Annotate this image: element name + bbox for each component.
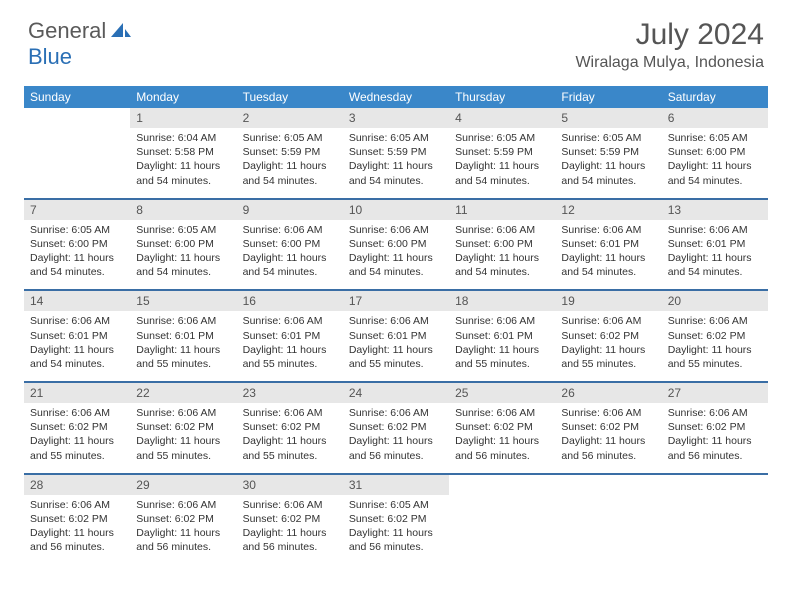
day-info-row: Sunrise: 6:05 AMSunset: 6:00 PMDaylight:… <box>24 220 768 291</box>
day-info-cell: Sunrise: 6:06 AMSunset: 6:01 PMDaylight:… <box>555 220 661 291</box>
day-info-cell: Sunrise: 6:06 AMSunset: 6:01 PMDaylight:… <box>130 311 236 382</box>
day-info-cell: Sunrise: 6:05 AMSunset: 6:00 PMDaylight:… <box>662 128 768 199</box>
day-info-cell: Sunrise: 6:06 AMSunset: 6:02 PMDaylight:… <box>449 403 555 474</box>
brand-logo: General <box>28 18 133 44</box>
day-number-cell: 5 <box>555 108 661 128</box>
day-info-cell: Sunrise: 6:06 AMSunset: 6:02 PMDaylight:… <box>130 403 236 474</box>
day-info-cell: Sunrise: 6:06 AMSunset: 6:01 PMDaylight:… <box>449 311 555 382</box>
day-head-sun: Sunday <box>24 86 130 108</box>
day-info-cell: Sunrise: 6:06 AMSunset: 6:02 PMDaylight:… <box>24 495 130 565</box>
day-number-cell: 25 <box>449 383 555 403</box>
day-head-mon: Monday <box>130 86 236 108</box>
day-head-fri: Friday <box>555 86 661 108</box>
day-info-row: Sunrise: 6:06 AMSunset: 6:01 PMDaylight:… <box>24 311 768 382</box>
day-info-cell: Sunrise: 6:06 AMSunset: 6:02 PMDaylight:… <box>237 403 343 474</box>
day-info-cell: Sunrise: 6:06 AMSunset: 6:02 PMDaylight:… <box>662 311 768 382</box>
day-number-cell: 12 <box>555 200 661 220</box>
day-head-wed: Wednesday <box>343 86 449 108</box>
day-number-cell: 11 <box>449 200 555 220</box>
day-info-cell: Sunrise: 6:05 AMSunset: 5:59 PMDaylight:… <box>343 128 449 199</box>
day-number-cell: 10 <box>343 200 449 220</box>
day-head-sat: Saturday <box>662 86 768 108</box>
day-number-cell: 22 <box>130 383 236 403</box>
day-number-cell: 3 <box>343 108 449 128</box>
day-number-cell: 14 <box>24 291 130 311</box>
calendar-table: Sunday Monday Tuesday Wednesday Thursday… <box>24 86 768 564</box>
day-info-cell: Sunrise: 6:06 AMSunset: 6:01 PMDaylight:… <box>343 311 449 382</box>
day-number-row: 123456 <box>24 108 768 128</box>
day-number-cell: 2 <box>237 108 343 128</box>
day-number-cell: 15 <box>130 291 236 311</box>
day-info-cell: Sunrise: 6:06 AMSunset: 6:00 PMDaylight:… <box>449 220 555 291</box>
logo-sail-icon <box>109 21 133 41</box>
title-block: July 2024 Wiralaga Mulya, Indonesia <box>575 18 764 72</box>
day-info-cell: Sunrise: 6:05 AMSunset: 6:02 PMDaylight:… <box>343 495 449 565</box>
day-info-cell: Sunrise: 6:06 AMSunset: 6:00 PMDaylight:… <box>343 220 449 291</box>
day-number-cell: 17 <box>343 291 449 311</box>
day-number-row: 21222324252627 <box>24 383 768 403</box>
day-number-cell: 27 <box>662 383 768 403</box>
day-number-cell: 26 <box>555 383 661 403</box>
day-info-cell: Sunrise: 6:06 AMSunset: 6:00 PMDaylight:… <box>237 220 343 291</box>
day-number-row: 14151617181920 <box>24 291 768 311</box>
day-number-cell: 8 <box>130 200 236 220</box>
day-number-cell: 13 <box>662 200 768 220</box>
month-title: July 2024 <box>575 18 764 52</box>
brand-part1: General <box>28 18 106 44</box>
day-info-cell: Sunrise: 6:05 AMSunset: 5:59 PMDaylight:… <box>449 128 555 199</box>
day-info-cell: Sunrise: 6:04 AMSunset: 5:58 PMDaylight:… <box>130 128 236 199</box>
day-number-cell: 31 <box>343 475 449 495</box>
day-number-cell: 19 <box>555 291 661 311</box>
day-number-cell: 24 <box>343 383 449 403</box>
day-number-cell: 20 <box>662 291 768 311</box>
day-number-cell: 16 <box>237 291 343 311</box>
day-info-cell: Sunrise: 6:06 AMSunset: 6:01 PMDaylight:… <box>24 311 130 382</box>
day-number-cell: 9 <box>237 200 343 220</box>
day-number-cell <box>662 475 768 495</box>
day-info-cell: Sunrise: 6:06 AMSunset: 6:02 PMDaylight:… <box>130 495 236 565</box>
day-number-cell: 18 <box>449 291 555 311</box>
day-info-row: Sunrise: 6:06 AMSunset: 6:02 PMDaylight:… <box>24 495 768 565</box>
day-number-cell: 7 <box>24 200 130 220</box>
day-number-row: 28293031 <box>24 475 768 495</box>
day-info-cell: Sunrise: 6:06 AMSunset: 6:01 PMDaylight:… <box>662 220 768 291</box>
day-info-cell <box>24 128 130 199</box>
day-number-cell: 6 <box>662 108 768 128</box>
day-info-cell: Sunrise: 6:06 AMSunset: 6:02 PMDaylight:… <box>662 403 768 474</box>
day-number-cell <box>555 475 661 495</box>
day-number-cell: 4 <box>449 108 555 128</box>
day-info-cell: Sunrise: 6:06 AMSunset: 6:02 PMDaylight:… <box>555 403 661 474</box>
brand-part2: Blue <box>28 44 72 70</box>
location-label: Wiralaga Mulya, Indonesia <box>575 54 764 72</box>
day-info-cell <box>555 495 661 565</box>
day-info-cell: Sunrise: 6:06 AMSunset: 6:02 PMDaylight:… <box>343 403 449 474</box>
day-info-cell: Sunrise: 6:06 AMSunset: 6:02 PMDaylight:… <box>237 495 343 565</box>
day-info-cell: Sunrise: 6:06 AMSunset: 6:02 PMDaylight:… <box>555 311 661 382</box>
day-number-cell: 30 <box>237 475 343 495</box>
day-info-cell: Sunrise: 6:05 AMSunset: 5:59 PMDaylight:… <box>237 128 343 199</box>
day-info-cell: Sunrise: 6:06 AMSunset: 6:01 PMDaylight:… <box>237 311 343 382</box>
day-number-cell: 1 <box>130 108 236 128</box>
day-info-row: Sunrise: 6:06 AMSunset: 6:02 PMDaylight:… <box>24 403 768 474</box>
day-info-cell: Sunrise: 6:06 AMSunset: 6:02 PMDaylight:… <box>24 403 130 474</box>
day-number-cell <box>449 475 555 495</box>
day-number-cell: 29 <box>130 475 236 495</box>
day-number-cell <box>24 108 130 128</box>
day-info-cell <box>662 495 768 565</box>
day-info-cell: Sunrise: 6:05 AMSunset: 6:00 PMDaylight:… <box>130 220 236 291</box>
day-number-row: 78910111213 <box>24 200 768 220</box>
day-header-row: Sunday Monday Tuesday Wednesday Thursday… <box>24 86 768 108</box>
day-info-cell: Sunrise: 6:05 AMSunset: 6:00 PMDaylight:… <box>24 220 130 291</box>
day-info-cell <box>449 495 555 565</box>
day-info-cell: Sunrise: 6:05 AMSunset: 5:59 PMDaylight:… <box>555 128 661 199</box>
day-number-cell: 28 <box>24 475 130 495</box>
day-info-row: Sunrise: 6:04 AMSunset: 5:58 PMDaylight:… <box>24 128 768 199</box>
page-header: General July 2024 Wiralaga Mulya, Indone… <box>0 0 792 78</box>
day-number-cell: 21 <box>24 383 130 403</box>
day-number-cell: 23 <box>237 383 343 403</box>
day-head-thu: Thursday <box>449 86 555 108</box>
day-head-tue: Tuesday <box>237 86 343 108</box>
